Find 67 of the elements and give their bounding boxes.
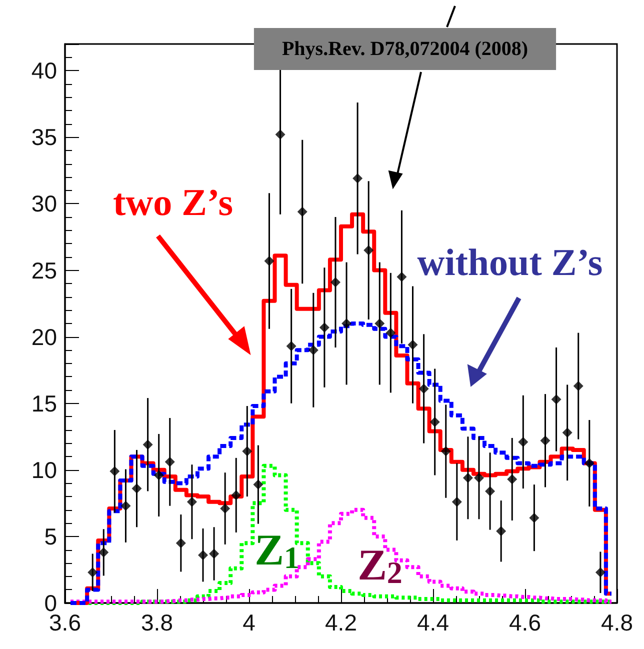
point — [408, 340, 418, 350]
x-tick-label: 4.4 — [417, 610, 450, 636]
y-tick-label: 10 — [31, 456, 57, 483]
point — [452, 496, 462, 507]
x-tick-label: 4.2 — [325, 610, 357, 636]
point — [275, 130, 286, 140]
point — [253, 480, 264, 490]
y-tick-label: 20 — [31, 324, 57, 350]
point — [164, 456, 175, 467]
point — [507, 474, 518, 484]
point — [198, 550, 208, 560]
point — [496, 526, 506, 536]
y-tick-label: 25 — [31, 257, 57, 284]
point — [396, 272, 407, 282]
point — [176, 538, 186, 548]
point — [330, 277, 340, 288]
point — [364, 245, 374, 256]
y-tick-label: 15 — [31, 390, 57, 416]
point — [418, 384, 429, 394]
point — [551, 394, 562, 404]
point — [308, 345, 318, 356]
point — [154, 470, 164, 480]
point — [518, 436, 528, 447]
point — [120, 500, 131, 511]
point — [242, 446, 252, 456]
point — [562, 428, 572, 438]
series-label: Z1 — [254, 526, 300, 575]
point — [595, 567, 606, 578]
point — [386, 328, 396, 338]
point — [573, 381, 584, 392]
annotation: Phys.Rev. D78,072004 (2008) — [282, 38, 528, 60]
x-tick-label: 3.8 — [141, 610, 173, 636]
point — [88, 567, 98, 578]
point — [374, 318, 385, 328]
point — [440, 446, 451, 456]
point — [584, 458, 594, 468]
x-tick-label: 4.6 — [509, 610, 541, 636]
series-label: Z2 — [358, 540, 402, 590]
point — [264, 256, 274, 266]
point — [462, 472, 473, 483]
point — [430, 416, 440, 427]
point — [142, 440, 153, 450]
point — [286, 341, 296, 352]
point — [110, 466, 120, 476]
point — [540, 436, 550, 446]
point — [319, 322, 330, 332]
point — [186, 496, 197, 507]
point — [209, 548, 220, 559]
x-tick-label: 4 — [242, 610, 256, 636]
y-tick-label: 40 — [31, 58, 57, 84]
point — [352, 173, 363, 184]
point — [474, 472, 484, 483]
point — [485, 486, 496, 496]
point — [98, 547, 109, 558]
point — [132, 484, 142, 494]
point — [220, 504, 230, 514]
y-tick-label: 30 — [31, 190, 57, 217]
y-tick-label: 35 — [31, 124, 57, 150]
point — [297, 206, 308, 217]
point — [342, 318, 352, 328]
series-label: two Z’s — [113, 182, 233, 224]
series-label: without Z’s — [417, 242, 603, 284]
y-tick-label: 5 — [44, 523, 57, 550]
point — [231, 490, 242, 500]
point — [529, 512, 540, 523]
x-tick-label: 4.8 — [601, 610, 633, 636]
y-tick-label: 0 — [44, 590, 57, 616]
